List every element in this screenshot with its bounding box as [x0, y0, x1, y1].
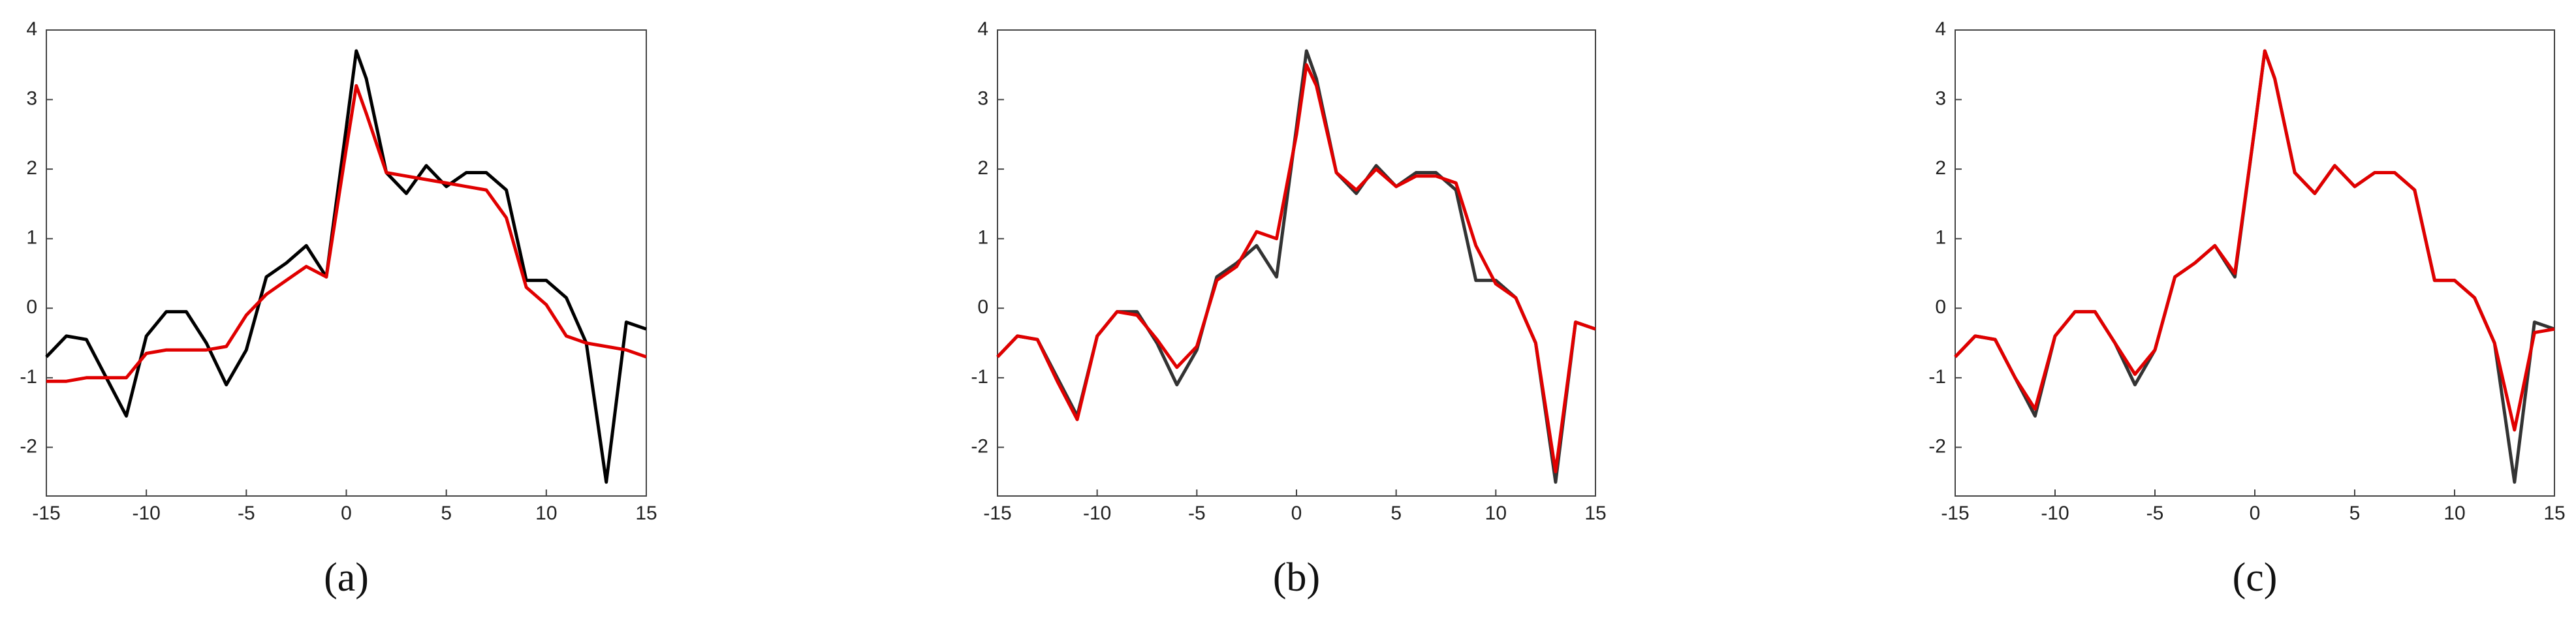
x-tick-label: 15: [2543, 503, 2565, 524]
y-tick-label: -1: [971, 366, 988, 388]
x-tick-label: -10: [2041, 503, 2069, 524]
y-tick-label: 1: [1935, 227, 1946, 249]
x-tick-label: -15: [1941, 503, 1969, 524]
y-tick-label: 1: [26, 227, 37, 249]
x-tick-label: 10: [535, 503, 557, 524]
plot-frame: [46, 29, 647, 497]
plot-frame: [997, 29, 1596, 497]
y-tick-label: -1: [20, 366, 37, 388]
y-tick-label: 2: [26, 157, 37, 179]
y-tick-label: 4: [26, 18, 37, 40]
x-tick-label: -5: [2146, 503, 2164, 524]
y-tick-label: -2: [971, 435, 988, 457]
caption: (c): [2233, 555, 2278, 600]
y-tick-label: 1: [977, 227, 988, 249]
line-series: [46, 84, 647, 383]
y-tick-label: 0: [1935, 296, 1946, 318]
y-tick-label: 2: [977, 157, 988, 179]
line-series: [996, 49, 1596, 484]
x-tick-label: -10: [1083, 503, 1111, 524]
x-tick-label: 0: [2250, 503, 2261, 524]
y-tick-label: 4: [977, 18, 988, 40]
y-tick-label: 0: [977, 296, 988, 318]
x-tick-label: -5: [238, 503, 255, 524]
y-tick-label: 3: [1935, 87, 1946, 109]
caption: (b): [1273, 555, 1320, 600]
line-series: [1954, 49, 2555, 432]
y-tick-label: -2: [1928, 435, 1946, 457]
x-tick-label: 5: [2349, 503, 2361, 524]
plot-frame: [1955, 29, 2555, 497]
x-tick-label: 15: [1584, 503, 1606, 524]
x-tick-label: -15: [32, 503, 60, 524]
x-tick-label: 5: [441, 503, 452, 524]
line-series: [996, 63, 1596, 474]
y-tick-label: -2: [20, 435, 37, 457]
x-tick-label: 10: [1485, 503, 1507, 524]
x-tick-label: 5: [1390, 503, 1402, 524]
y-tick-label: 2: [1935, 157, 1946, 179]
x-tick-label: -15: [983, 503, 1011, 524]
x-tick-label: -10: [132, 503, 160, 524]
x-tick-label: 0: [1291, 503, 1302, 524]
y-tick-label: 4: [1935, 18, 1946, 40]
y-tick-label: 0: [26, 296, 37, 318]
y-tick-label: 3: [26, 87, 37, 109]
line-series: [45, 49, 647, 484]
caption: (a): [324, 555, 369, 600]
x-tick-label: 15: [635, 503, 657, 524]
x-tick-label: 0: [341, 503, 352, 524]
y-tick-label: 3: [977, 87, 988, 109]
x-tick-label: 10: [2443, 503, 2465, 524]
y-tick-label: -1: [1928, 366, 1946, 388]
x-tick-label: -5: [1188, 503, 1206, 524]
